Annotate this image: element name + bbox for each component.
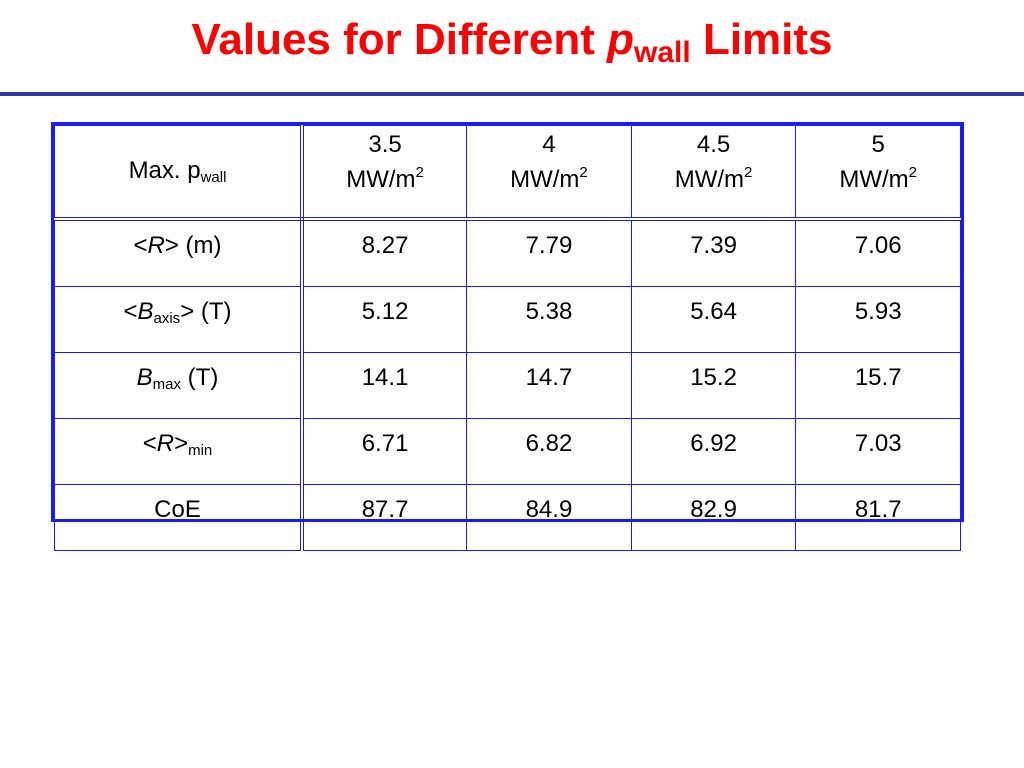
header-exp: 2 bbox=[415, 163, 424, 181]
label-sub: max bbox=[152, 376, 182, 393]
label-symbol: B bbox=[137, 298, 154, 325]
title-suffix: Limits bbox=[690, 15, 833, 64]
header-cell: 3.5 MW/m2 bbox=[301, 125, 468, 221]
table-cell: 7.06 bbox=[795, 218, 961, 287]
table-row: <R> (m) 8.27 7.79 7.39 7.06 bbox=[54, 218, 961, 287]
table-cell: 15.2 bbox=[630, 352, 797, 419]
header-exp: 2 bbox=[744, 163, 753, 181]
table-cell: 14.7 bbox=[466, 352, 632, 419]
table-cell: 81.7 bbox=[795, 484, 961, 551]
header-unit: MW/m bbox=[510, 165, 580, 193]
row-label: <R> (m) bbox=[54, 218, 304, 287]
table-cell: 6.92 bbox=[630, 418, 797, 485]
table-cell: 5.93 bbox=[795, 286, 961, 353]
table-header-row: Max. pwall 3.5 MW/m2 4 MW/m2 4.5 MW/m2 5 MW/… bbox=[54, 125, 961, 221]
table-cell: 5.12 bbox=[301, 286, 468, 353]
table-cell: 6.82 bbox=[466, 418, 632, 485]
table-cell: 84.9 bbox=[466, 484, 632, 551]
table-cell: 7.79 bbox=[466, 218, 632, 287]
table-cell: 82.9 bbox=[630, 484, 797, 551]
table-row: <Baxis> (T) 5.12 5.38 5.64 5.93 bbox=[54, 286, 961, 353]
data-table: Max. pwall 3.5 MW/m2 4 MW/m2 4.5 MW/m2 5 MW/… bbox=[54, 125, 961, 551]
row-label: <R>min bbox=[54, 418, 304, 485]
header-cell: 4 MW/m2 bbox=[466, 125, 632, 221]
table-cell: 8.27 bbox=[301, 218, 468, 287]
header-unit: MW/m bbox=[674, 165, 745, 193]
title-divider bbox=[0, 92, 1024, 96]
data-table-frame: Max. pwall 3.5 MW/m2 4 MW/m2 4.5 MW/m2 5 MW/… bbox=[51, 122, 964, 551]
label-unit: (T) bbox=[181, 364, 219, 391]
label-symbol: B bbox=[136, 364, 153, 391]
table-row: CoE 87.7 84.9 82.9 81.7 bbox=[54, 484, 961, 551]
label-unit: (T) bbox=[194, 298, 232, 325]
header-unit: MW/m bbox=[839, 165, 909, 193]
table-cell: 7.39 bbox=[630, 218, 797, 287]
table-cell: 14.1 bbox=[301, 352, 468, 419]
header-exp: 2 bbox=[579, 163, 588, 181]
header-label-main: Max. p bbox=[128, 157, 201, 185]
table-cell: 6.71 bbox=[301, 418, 468, 485]
header-value: 3.5 bbox=[368, 131, 402, 158]
label-unit: (m) bbox=[178, 232, 222, 259]
label-symbol: R bbox=[156, 430, 175, 457]
label-sub: axis bbox=[153, 310, 181, 327]
slide-title: Values for Different pwall Limits bbox=[0, 14, 1024, 71]
header-value: 4 bbox=[542, 131, 556, 158]
title-subscript: wall bbox=[634, 36, 691, 69]
table-cell: 5.38 bbox=[466, 286, 632, 353]
label-close: > bbox=[174, 430, 189, 457]
label-open: < bbox=[123, 298, 138, 325]
header-value: 5 bbox=[871, 131, 885, 158]
label-close: > bbox=[164, 232, 179, 259]
title-prefix: Values for Different bbox=[191, 15, 608, 64]
row-label: CoE bbox=[54, 484, 304, 551]
table-cell: 5.64 bbox=[630, 286, 797, 353]
label-sub: min bbox=[188, 442, 213, 459]
row-label: <Baxis> (T) bbox=[54, 286, 304, 353]
header-cell: 4.5 MW/m2 bbox=[630, 125, 797, 221]
table-cell: 15.7 bbox=[795, 352, 961, 419]
header-value: 4.5 bbox=[696, 131, 731, 158]
header-unit: MW/m bbox=[346, 165, 416, 193]
header-exp: 2 bbox=[908, 163, 918, 181]
label-open: < bbox=[142, 430, 157, 457]
table-row: Bmax (T) 14.1 14.7 15.2 15.7 bbox=[54, 352, 961, 419]
header-label-cell: Max. pwall bbox=[54, 125, 304, 221]
row-label: Bmax (T) bbox=[54, 352, 304, 419]
header-label-sub: wall bbox=[200, 169, 227, 187]
label-symbol: R bbox=[147, 232, 165, 259]
label-open: < bbox=[133, 232, 148, 259]
label-close: > bbox=[180, 298, 195, 325]
table-cell: 7.03 bbox=[795, 418, 961, 485]
title-symbol: p bbox=[607, 15, 635, 64]
header-cell: 5 MW/m2 bbox=[795, 125, 961, 221]
table-row: <R>min 6.71 6.82 6.92 7.03 bbox=[54, 418, 961, 485]
table-cell: 87.7 bbox=[301, 484, 468, 551]
